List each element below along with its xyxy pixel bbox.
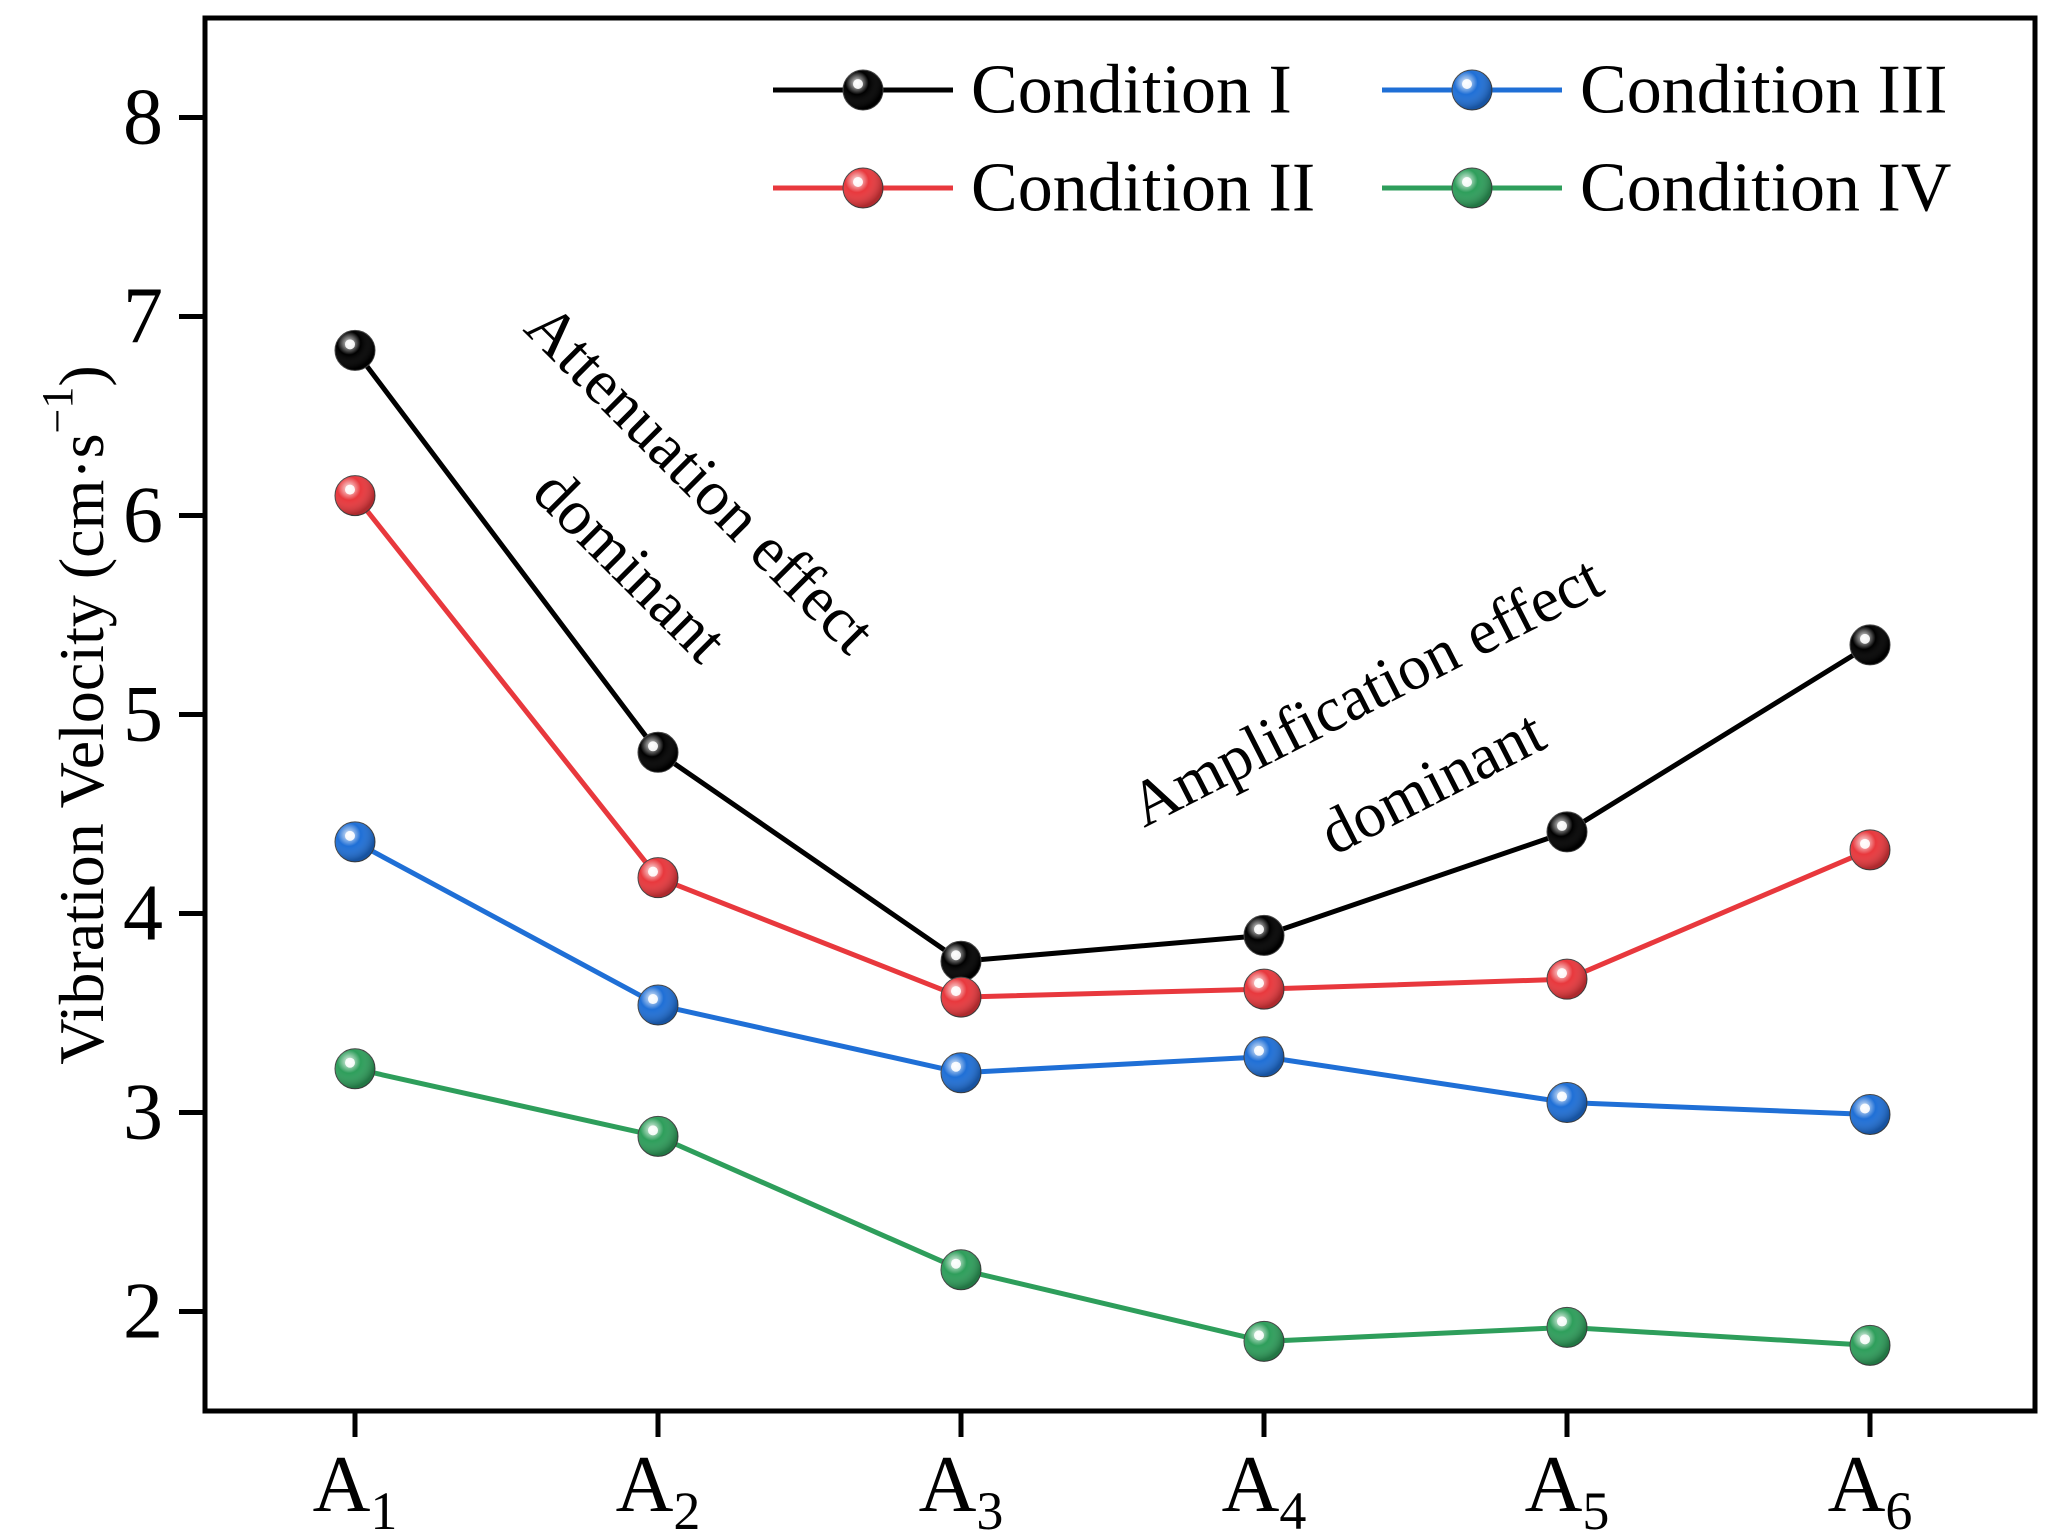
y-tick-label: 8 [123,74,163,162]
series-1-point [1546,811,1588,853]
y-tick-label: 2 [123,1268,163,1356]
x-tick-label: A1 [313,1441,398,1539]
series-3-point [940,1052,982,1094]
y-axis: 2 3 4 5 6 7 8 [123,74,205,1356]
series-1-point [1849,624,1891,666]
x-tick-label: A4 [1222,1441,1307,1539]
legend-label: Condition I [971,52,1292,129]
legend-marker [842,69,884,111]
annotation-amplification: Amplification effect dominant [1118,541,1613,868]
x-tick-label: A6 [1828,1441,1913,1539]
series-4-line [354,1066,1871,1348]
y-axis-title-close: ) [46,365,117,386]
legend-marker [1451,69,1493,111]
svg-text:Vibration Velocity (cm·s−1): Vibration Velocity (cm·s−1) [33,365,117,1064]
series-1-point [940,940,982,982]
series-3 [334,821,1891,1135]
legend-item-1: Condition I [773,52,1292,129]
y-tick-label: 7 [123,273,163,361]
x-tick-label: A2 [616,1441,701,1539]
series-1-point [637,731,679,773]
series-2-point [1546,958,1588,1000]
series-2-point [637,857,679,899]
series-3-point [1243,1036,1285,1078]
series-2-point [1849,829,1891,871]
series-4-point [1243,1320,1285,1362]
series-1 [334,329,1891,982]
x-tick-label: A5 [1525,1441,1610,1539]
series-2-point [334,475,376,517]
y-tick-label: 5 [123,671,163,759]
series-2-point [1243,968,1285,1010]
series-4-point [1849,1324,1891,1366]
legend-marker [842,167,884,209]
y-axis-title-text: Vibration Velocity (cm·s [46,433,117,1064]
series-layer [334,329,1891,1366]
series-4-point [334,1048,376,1090]
legend-item-2: Condition II [773,150,1315,227]
series-1-point [334,329,376,371]
y-tick-label: 4 [123,870,163,958]
series-4 [334,1048,1891,1366]
series-4-point [940,1249,982,1291]
y-tick-label: 6 [123,472,163,560]
y-axis-title-superscript: −1 [33,387,82,434]
legend-label: Condition IV [1580,150,1951,227]
x-tick-label: A3 [919,1441,1004,1539]
legend-marker [1451,167,1493,209]
legend-item-3: Condition III [1382,52,1947,129]
y-tick-label: 3 [123,1069,163,1157]
legend-label: Condition III [1580,52,1947,129]
y-axis-title: Vibration Velocity (cm·s−1) [33,365,117,1064]
series-2-point [940,976,982,1018]
legend-label: Condition II [971,150,1315,227]
legend: Condition I Condition II Condition III Cond… [773,52,1951,227]
series-2-line [353,494,1871,1000]
series-4-point [1546,1306,1588,1348]
series-1-point [1243,914,1285,956]
series-1-line [353,348,1872,964]
series-3-point [637,984,679,1026]
series-3-point [334,821,376,863]
series-2 [334,475,1891,1018]
x-axis: A1 A2 A3 A4 A5 A6 [313,1411,1913,1539]
series-3-point [1849,1093,1891,1135]
series-3-line [353,839,1871,1117]
legend-item-4: Condition IV [1382,150,1951,227]
series-3-point [1546,1082,1588,1124]
series-4-point [637,1115,679,1157]
annotation-attenuation: Attenuation effect dominant [512,290,889,676]
